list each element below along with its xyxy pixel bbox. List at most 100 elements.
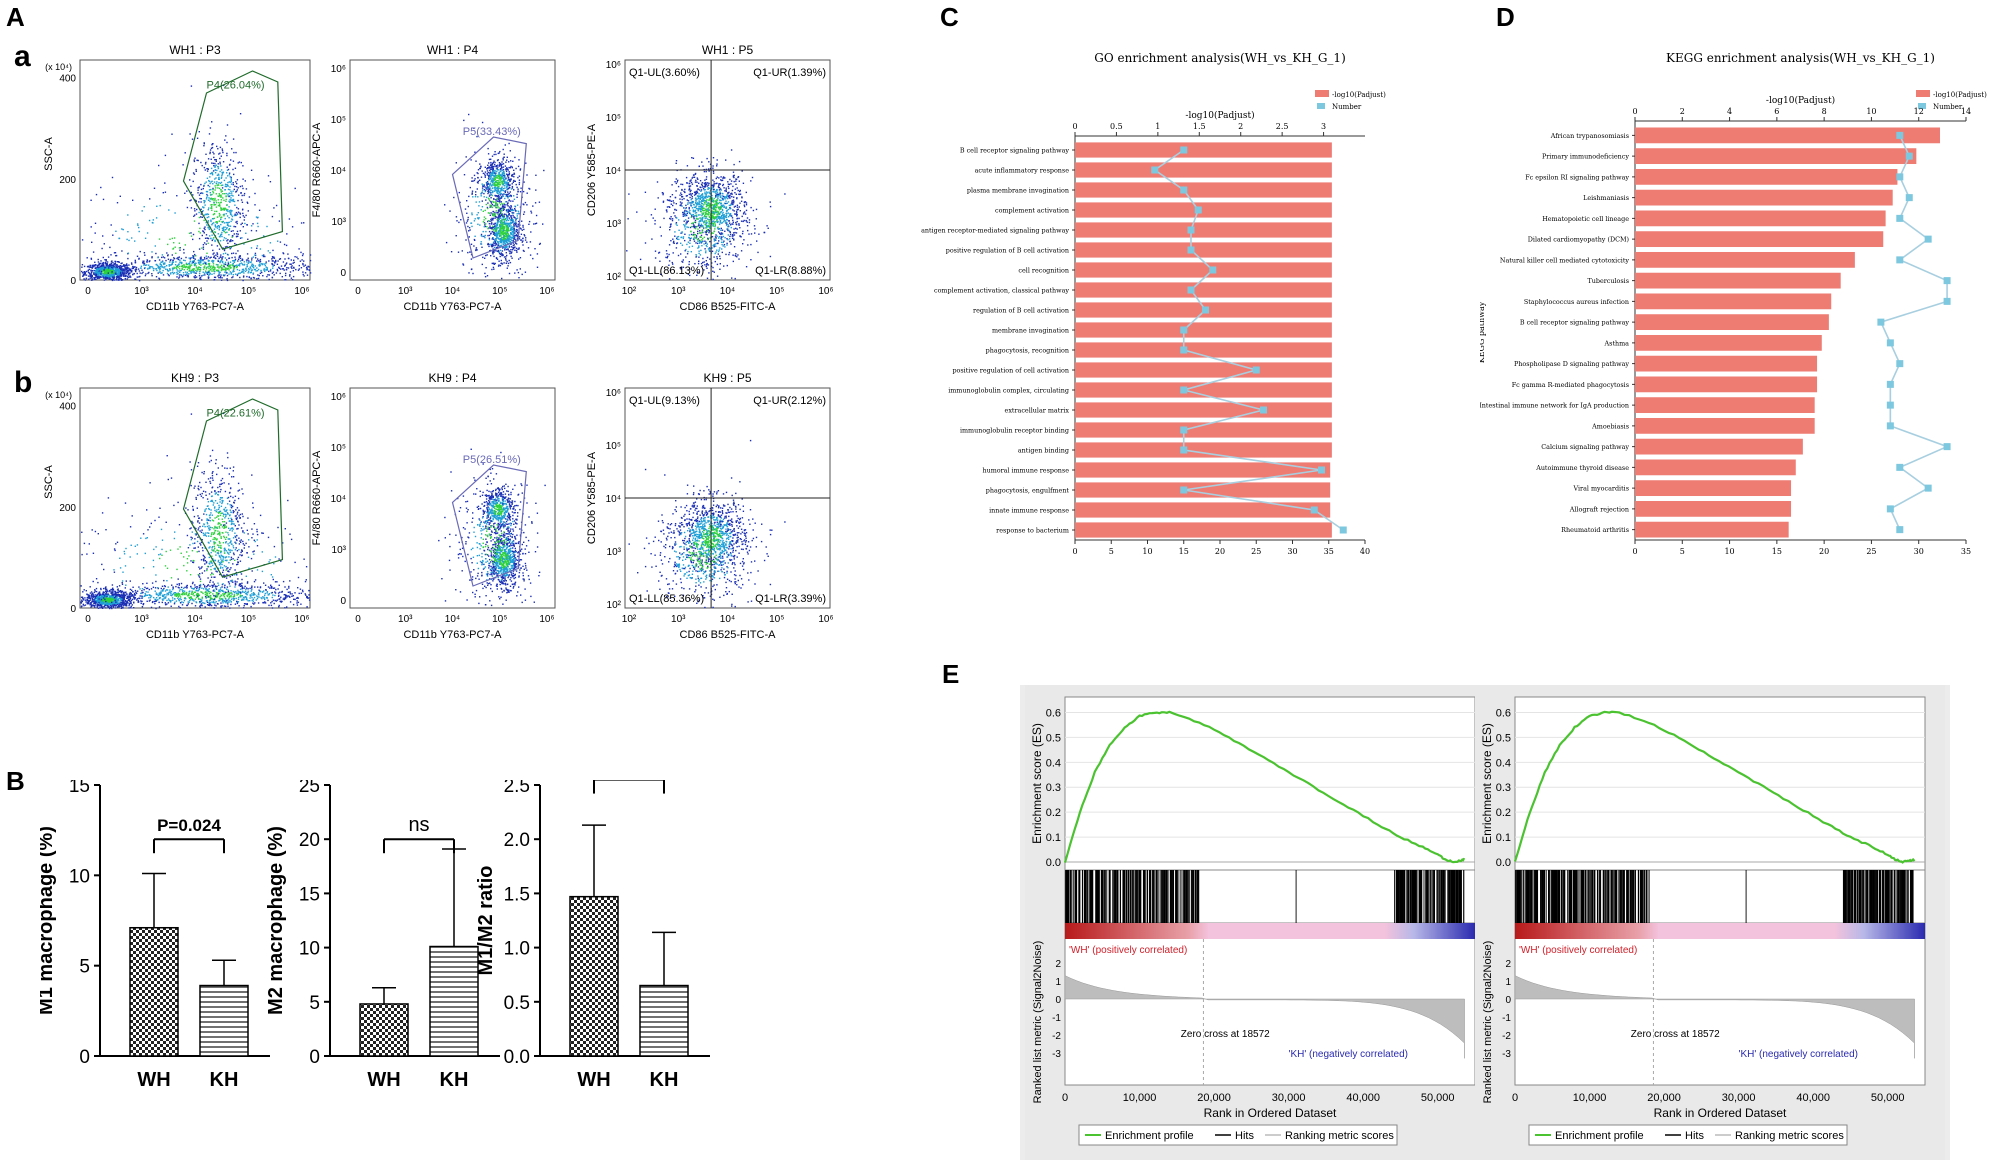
event-dot [744,201,747,203]
event-dot [235,233,238,235]
event-dot [695,226,697,228]
event-dot [240,199,243,201]
event-dot [216,174,219,176]
event-dot [193,264,196,267]
event-dot [741,232,744,235]
event-dot [737,176,740,178]
event-dot [230,272,232,275]
event-dot [186,263,188,266]
event-dot [698,200,700,202]
event-dot [287,253,289,255]
event-dot [220,191,222,193]
event-dot [487,207,489,210]
event-dot [101,269,104,272]
event-dot [124,267,126,269]
event-dot [504,241,506,243]
event-dot [718,217,720,220]
event-dot [492,244,494,246]
event-dot [87,265,89,267]
event-dot [536,253,539,255]
event-dot [253,268,256,271]
event-dot [708,191,710,193]
event-dot [713,191,715,193]
event-dot [497,177,499,179]
event-dot [497,212,499,214]
event-dot [232,190,234,192]
event-dot [233,270,235,272]
event-dot [701,184,703,187]
event-dot [739,190,741,193]
event-dot [220,169,223,171]
event-dot [524,235,526,237]
event-dot [513,176,515,178]
event-dot [114,267,116,269]
event-dot [706,199,708,201]
event-dot [722,176,725,178]
event-dot [696,242,699,245]
event-dot [711,212,713,215]
event-dot [535,214,538,217]
event-dot [161,256,163,259]
event-dot [104,275,106,277]
event-dot [490,227,492,229]
event-dot [725,187,727,189]
event-dot [482,185,485,187]
event-dot [235,190,238,193]
event-dot [112,234,114,236]
event-dot [236,182,238,185]
event-dot [503,219,506,221]
event-dot [239,113,242,115]
event-dot [181,267,183,270]
event-dot [227,239,229,241]
event-dot [303,275,305,277]
event-dot [732,202,734,204]
event-dot [211,239,213,242]
event-dot [494,161,496,164]
event-dot [695,199,697,201]
event-dot [256,260,258,262]
event-dot [175,252,177,254]
event-dot [490,205,492,207]
event-dot [705,233,707,235]
event-dot [218,178,220,181]
event-dot [727,208,730,211]
event-dot [507,242,509,244]
event-dot [513,236,515,239]
event-dot [693,226,696,228]
event-dot [499,217,502,219]
event-dot [171,254,173,256]
event-dot [211,218,214,220]
event-dot [510,216,512,219]
event-dot [306,268,308,270]
event-dot [87,275,90,277]
event-dot [701,217,704,219]
event-dot [197,267,199,269]
event-dot [121,265,124,267]
event-dot [233,267,236,269]
event-dot [705,201,707,203]
event-dot [149,198,151,200]
event-dot [198,216,201,219]
event-dot [245,232,247,234]
event-dot [233,261,236,263]
event-dot [127,214,129,216]
event-dot [161,266,163,268]
gate-label: P4(26.04%) [207,80,265,92]
event-dot [510,252,513,254]
event-dot [686,220,688,223]
event-dot [506,185,509,187]
event-dot [484,234,486,237]
event-dot [104,268,106,270]
event-dot [516,232,519,234]
event-dot [180,257,183,260]
event-dot [743,205,746,208]
event-dot [499,253,502,255]
event-dot [504,221,506,224]
event-dot [686,212,688,215]
event-dot [258,264,260,266]
event-dot [185,266,187,268]
event-dot [502,166,505,168]
event-dot [98,277,100,279]
event-dot [506,202,509,205]
